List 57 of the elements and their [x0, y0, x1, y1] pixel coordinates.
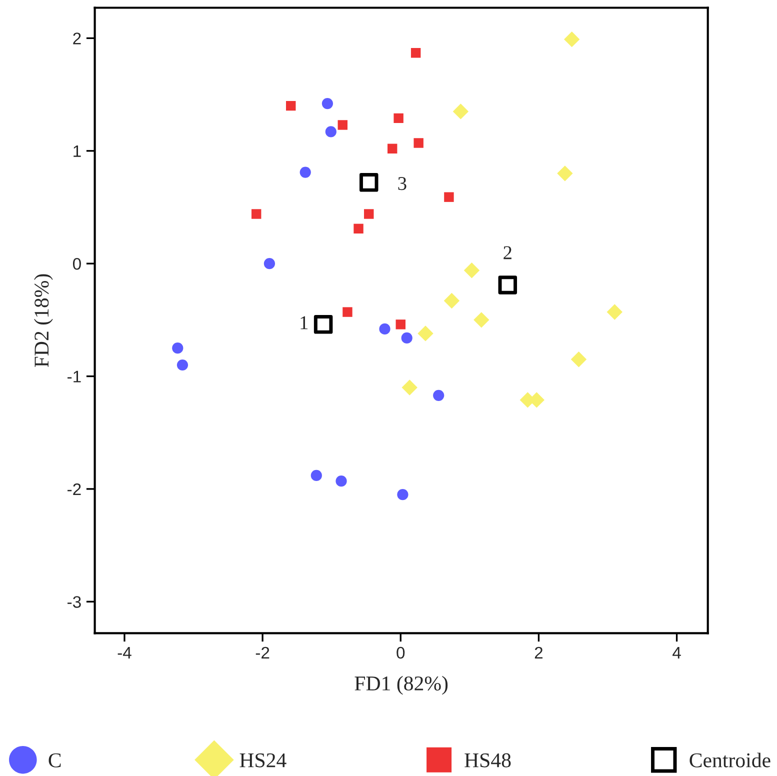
y-tick-label: 2 — [73, 32, 81, 44]
legend-label: C — [48, 753, 61, 768]
legend-label: Centroide — [690, 752, 770, 768]
y-tick-label: 0 — [72, 258, 81, 270]
point — [322, 98, 334, 110]
point — [402, 380, 418, 396]
y-tick-label: -2 — [68, 483, 81, 496]
point — [394, 113, 404, 124]
point — [379, 323, 390, 334]
point — [444, 192, 454, 202]
x-tick-label: -4 — [118, 647, 132, 658]
x-tick-label: 2 — [534, 646, 543, 658]
point — [606, 304, 623, 320]
legend-label: HS24 — [240, 753, 286, 768]
point — [364, 209, 374, 219]
point — [433, 390, 444, 401]
point — [464, 262, 480, 278]
point — [342, 307, 352, 317]
legend-label: HS48 — [464, 753, 511, 768]
point — [176, 359, 188, 371]
point — [401, 332, 412, 344]
annotation: 3 — [398, 177, 406, 190]
point — [354, 224, 364, 234]
y-tick-label: -1 — [68, 370, 81, 382]
point — [314, 315, 333, 334]
annotation: 2 — [504, 246, 512, 260]
y-axis-title: FD2 (18%) — [34, 274, 53, 368]
point — [251, 209, 262, 219]
point — [444, 292, 460, 309]
point — [474, 312, 490, 328]
point — [414, 138, 424, 148]
point — [570, 352, 587, 368]
point — [286, 100, 296, 111]
point — [418, 326, 434, 342]
point — [300, 166, 311, 178]
annotation: 1 — [300, 316, 308, 330]
point — [397, 489, 408, 500]
y-tick-label: -3 — [68, 596, 81, 608]
y-tick-label: 1 — [74, 145, 81, 157]
point — [310, 470, 322, 481]
point — [338, 120, 348, 130]
point — [410, 48, 421, 58]
x-axis-title: FD1 (82%) — [354, 676, 448, 695]
point — [557, 166, 573, 182]
point — [360, 173, 378, 192]
point — [564, 31, 580, 48]
point — [264, 258, 276, 270]
point — [336, 476, 347, 487]
point — [452, 104, 469, 120]
x-tick-label: 0 — [396, 646, 405, 659]
point — [498, 276, 518, 294]
point — [172, 342, 184, 354]
x-tick-label: 4 — [672, 647, 681, 658]
point — [387, 144, 398, 154]
point — [325, 126, 336, 138]
x-tick-label: -2 — [256, 646, 270, 658]
point — [396, 320, 406, 330]
